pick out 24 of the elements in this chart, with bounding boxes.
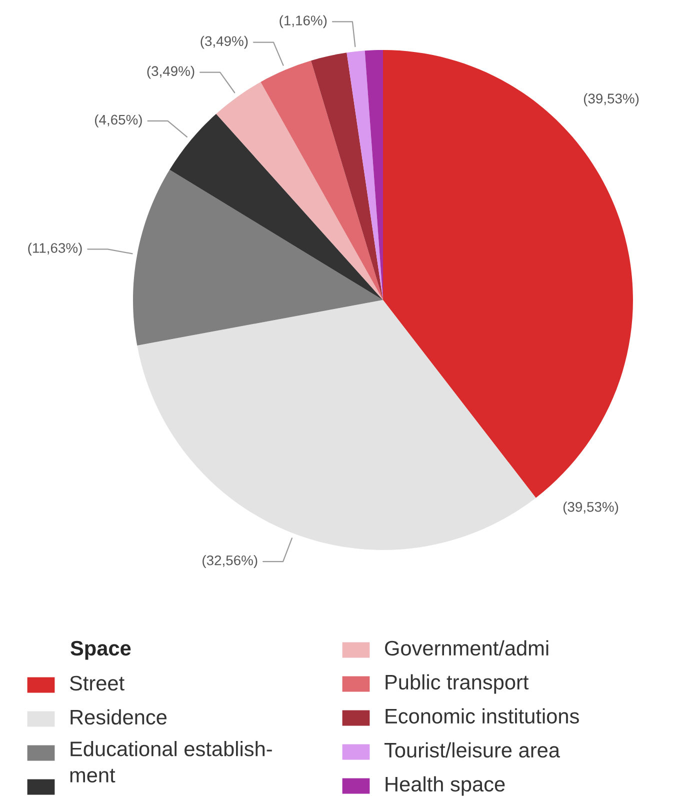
data-label: (4,65%) (94, 114, 142, 128)
data-label: (32,56%) (202, 555, 258, 568)
legend-label: Residence (70, 709, 167, 725)
pie-slice (170, 114, 383, 300)
legend-title: Space (70, 640, 131, 660)
pie-slice (133, 170, 383, 346)
data-label: (1,16%) (280, 15, 327, 28)
legend-label: Health space (386, 776, 505, 796)
pie-slice (137, 300, 536, 550)
legend-label: Government/admi (385, 640, 548, 656)
legend-label: Tourist/leisure area (384, 742, 560, 758)
data-label: (3,49%) (147, 66, 194, 79)
pie-slice (260, 60, 383, 300)
pie-slice (346, 50, 383, 300)
pie-slice (310, 52, 383, 300)
legend-label: Educational establish- ment (70, 741, 272, 783)
legend-label: Economic institutions (386, 708, 579, 724)
legend-label: Public transport (386, 674, 529, 694)
data-label: (11,63%) (28, 242, 82, 256)
text: (39,53%) (584, 93, 639, 106)
data-label: (39,53%) (563, 502, 618, 515)
data-label: (3,49%) (200, 36, 248, 49)
legend-label: Street (70, 676, 124, 691)
pie-slice (216, 82, 383, 300)
